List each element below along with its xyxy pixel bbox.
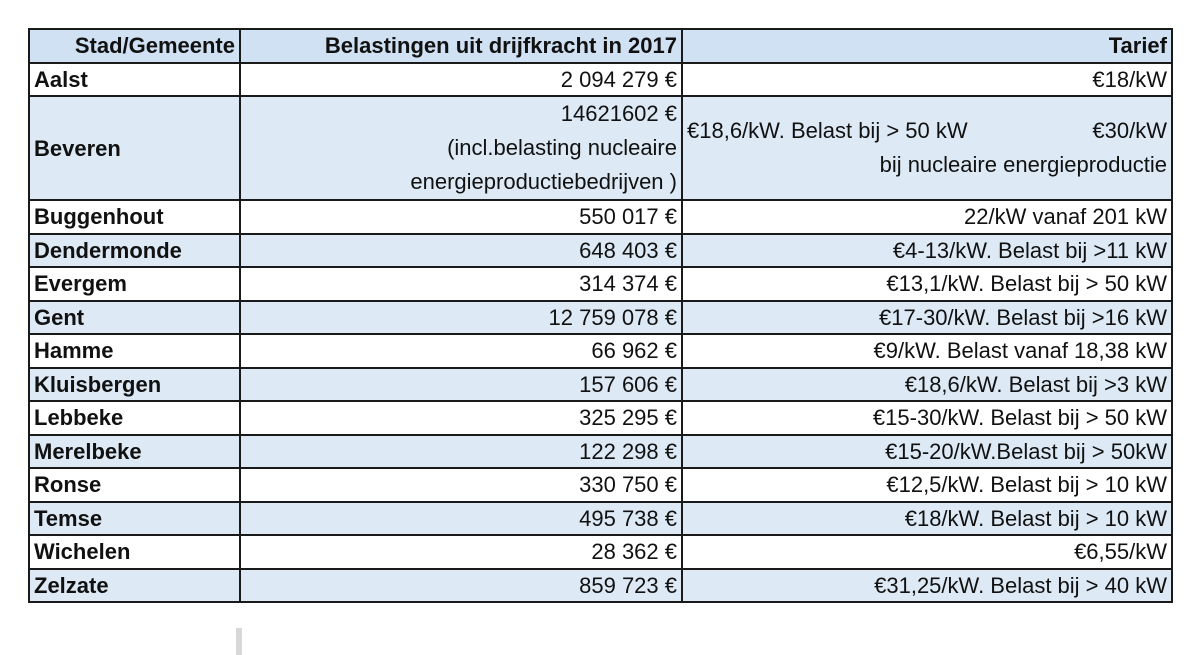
tarief-line: €18,6/kW. Belast bij > 50 kW €30/kW — [687, 114, 1167, 148]
tarief-cell: €4-13/kW. Belast bij >11 kW — [681, 232, 1173, 268]
tarief-cell: €18,6/kW. Belast bij >3 kW — [681, 366, 1173, 402]
table-row: Evergem 314 374 € €13,1/kW. Belast bij >… — [28, 266, 1173, 302]
city-cell: Hamme — [28, 333, 241, 369]
amount-cell: 2 094 279 € — [239, 61, 683, 97]
amount-cell: 14621602 € (incl.belasting nucleaire ene… — [239, 95, 683, 201]
city-cell: Zelzate — [28, 567, 241, 603]
tarief-part: €30/kW — [1092, 118, 1167, 143]
table-row: Ronse 330 750 € €12,5/kW. Belast bij > 1… — [28, 467, 1173, 503]
city-cell: Merelbeke — [28, 433, 241, 469]
table-row: Merelbeke 122 298 € €15-20/kW.Belast bij… — [28, 433, 1173, 469]
table-row: Gent 12 759 078 € €17-30/kW. Belast bij … — [28, 299, 1173, 335]
amount-cell: 314 374 € — [239, 266, 683, 302]
table-row: Zelzate 859 723 € €31,25/kW. Belast bij … — [28, 567, 1173, 603]
amount-cell: 66 962 € — [239, 333, 683, 369]
tarief-cell: €15-30/kW. Belast bij > 50 kW — [681, 400, 1173, 436]
tarief-cell: €17-30/kW. Belast bij >16 kW — [681, 299, 1173, 335]
amount-cell: 12 759 078 € — [239, 299, 683, 335]
amount-cell: 122 298 € — [239, 433, 683, 469]
amount-cell: 28 362 € — [239, 534, 683, 570]
city-cell: Kluisbergen — [28, 366, 241, 402]
city-cell: Beveren — [28, 95, 241, 201]
tarief-cell: €18,6/kW. Belast bij > 50 kW €30/kW bij … — [681, 95, 1173, 201]
amount-line: energieproductiebedrijven ) — [410, 169, 677, 194]
table-row: Dendermonde 648 403 € €4-13/kW. Belast b… — [28, 232, 1173, 268]
table-row: Kluisbergen 157 606 € €18,6/kW. Belast b… — [28, 366, 1173, 402]
tarief-cell: €9/kW. Belast vanaf 18,38 kW — [681, 333, 1173, 369]
table-row: Temse 495 738 € €18/kW. Belast bij > 10 … — [28, 500, 1173, 536]
header-amount: Belastingen uit drijfkracht in 2017 — [239, 28, 683, 64]
amount-line: 14621602 € — [560, 101, 677, 126]
tarief-line: bij nucleaire energieproductie — [879, 152, 1167, 177]
spreadsheet-table-container: Stad/Gemeente Belastingen uit drijfkrach… — [28, 28, 1173, 603]
city-cell: Buggenhout — [28, 199, 241, 235]
header-tarief: Tarief — [681, 28, 1173, 64]
tarief-cell: €15-20/kW.Belast bij > 50kW — [681, 433, 1173, 469]
tarief-cell: €18/kW — [681, 61, 1173, 97]
tarief-cell: €18/kW. Belast bij > 10 kW — [681, 500, 1173, 536]
amount-cell: 648 403 € — [239, 232, 683, 268]
table-row: Beveren 14621602 € (incl.belasting nucle… — [28, 95, 1173, 201]
city-cell: Ronse — [28, 467, 241, 503]
tarief-part: €18,6/kW. Belast bij > 50 kW — [687, 118, 968, 143]
amount-cell: 550 017 € — [239, 199, 683, 235]
city-cell: Evergem — [28, 266, 241, 302]
tarief-cell: €31,25/kW. Belast bij > 40 kW — [681, 567, 1173, 603]
tarief-cell: €12,5/kW. Belast bij > 10 kW — [681, 467, 1173, 503]
tarief-cell: €13,1/kW. Belast bij > 50 kW — [681, 266, 1173, 302]
tarief-cell: 22/kW vanaf 201 kW — [681, 199, 1173, 235]
city-cell: Dendermonde — [28, 232, 241, 268]
table-row: Lebbeke 325 295 € €15-30/kW. Belast bij … — [28, 400, 1173, 436]
table-row: Aalst 2 094 279 € €18/kW — [28, 61, 1173, 97]
table-row: Wichelen 28 362 € €6,55/kW — [28, 534, 1173, 570]
city-cell: Wichelen — [28, 534, 241, 570]
table-row: Buggenhout 550 017 € 22/kW vanaf 201 kW — [28, 199, 1173, 235]
amount-line: (incl.belasting nucleaire — [447, 135, 677, 160]
header-city: Stad/Gemeente — [28, 28, 241, 64]
header-row: Stad/Gemeente Belastingen uit drijfkrach… — [28, 28, 1173, 64]
tax-table: Stad/Gemeente Belastingen uit drijfkrach… — [28, 28, 1173, 603]
amount-cell: 325 295 € — [239, 400, 683, 436]
amount-cell: 495 738 € — [239, 500, 683, 536]
city-cell: Aalst — [28, 61, 241, 97]
amount-cell: 157 606 € — [239, 366, 683, 402]
amount-cell: 330 750 € — [239, 467, 683, 503]
tarief-cell: €6,55/kW — [681, 534, 1173, 570]
city-cell: Temse — [28, 500, 241, 536]
city-cell: Gent — [28, 299, 241, 335]
amount-cell: 859 723 € — [239, 567, 683, 603]
city-cell: Lebbeke — [28, 400, 241, 436]
table-row: Hamme 66 962 € €9/kW. Belast vanaf 18,38… — [28, 333, 1173, 369]
gridline-artifact — [236, 628, 242, 655]
